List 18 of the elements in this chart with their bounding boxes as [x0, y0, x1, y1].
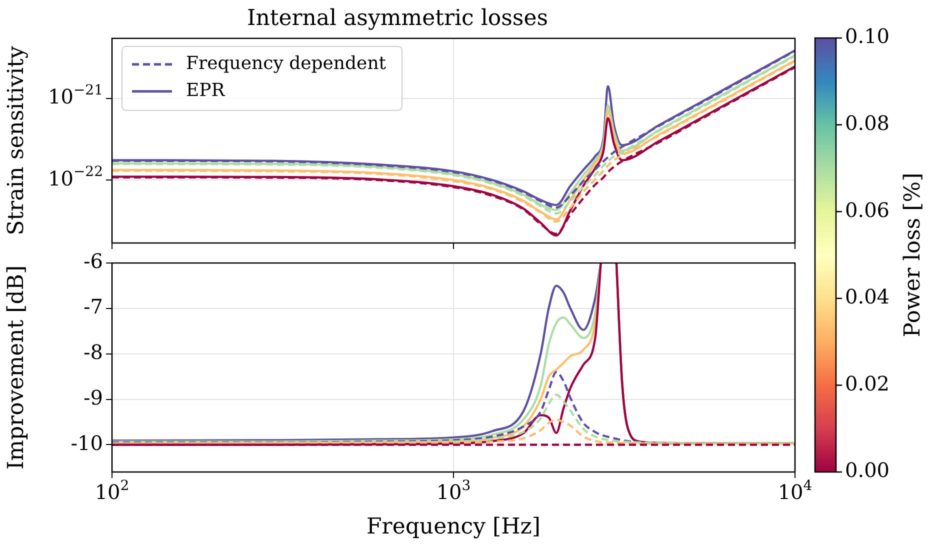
color-bar-label: 0.00 — [845, 458, 890, 482]
y-tick-label: -9 — [84, 386, 103, 410]
color-bar-label: 0.04 — [845, 284, 890, 309]
y-axis-title: Strain sensitivity — [4, 46, 29, 236]
y-tick-label: -10 — [70, 430, 104, 455]
y-axis-title: Improvement [dB] — [4, 265, 29, 470]
color-bar-label: 0.06 — [845, 198, 890, 222]
color-bar-label: 0.02 — [845, 371, 890, 396]
color-bar-label: 0.08 — [845, 111, 890, 136]
legend-label: EPR — [186, 80, 226, 102]
y-tick-label: -8 — [84, 340, 103, 364]
x-axis-title: Frequency [Hz] — [366, 514, 540, 540]
y-tick-label: -6 — [84, 249, 103, 274]
color-bar-label: 0.10 — [845, 24, 890, 48]
legend-label: Frequency dependent — [186, 53, 387, 74]
color-bar-title: Power loss [%] — [900, 172, 926, 338]
chart-title: Internal asymmetric losses — [246, 6, 548, 31]
y-tick-label: -7 — [84, 294, 103, 319]
